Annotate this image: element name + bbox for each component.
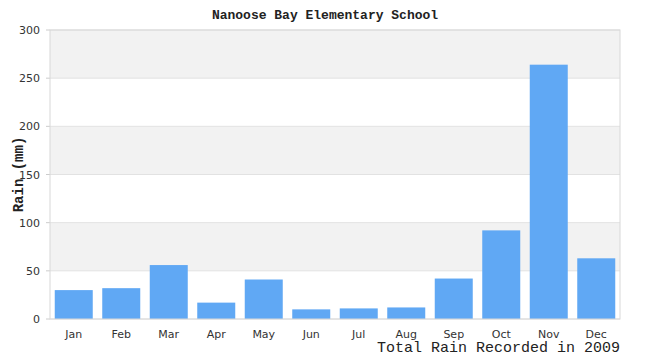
y-tick-label: 0 bbox=[33, 313, 40, 326]
x-tick-label: Jan bbox=[64, 328, 82, 341]
y-tick bbox=[46, 78, 50, 79]
y-tick bbox=[46, 319, 50, 320]
y-tick-label: 250 bbox=[19, 72, 40, 85]
x-tick-label: Mar bbox=[158, 328, 179, 341]
y-tick bbox=[46, 126, 50, 127]
y-tick bbox=[46, 270, 50, 271]
y-tick-label: 50 bbox=[26, 265, 40, 278]
y-axis-label: Rain (mm) bbox=[11, 137, 27, 213]
bar bbox=[340, 308, 378, 319]
bar bbox=[150, 265, 188, 319]
y-tick-label: 300 bbox=[19, 24, 40, 37]
bar bbox=[387, 307, 425, 319]
bar bbox=[530, 65, 568, 319]
bar bbox=[292, 309, 330, 319]
plot-frame bbox=[50, 30, 620, 319]
chart: 050100150200250300JanFebMarAprMayJunJulA… bbox=[0, 0, 650, 360]
x-tick-label: Jul bbox=[351, 328, 365, 341]
y-tick-label: 100 bbox=[19, 217, 40, 230]
bar bbox=[482, 230, 520, 319]
plot-background bbox=[50, 30, 620, 319]
bar bbox=[577, 258, 615, 319]
bar bbox=[435, 279, 473, 319]
x-tick-label: May bbox=[252, 328, 275, 341]
x-tick-label: Jun bbox=[302, 328, 320, 341]
x-tick-label: Apr bbox=[207, 328, 227, 341]
y-tick-label: 200 bbox=[19, 120, 40, 133]
y-tick bbox=[46, 222, 50, 223]
x-axis-label: Total Rain Recorded in 2009 bbox=[377, 340, 620, 357]
bars bbox=[55, 65, 616, 319]
bar bbox=[55, 290, 93, 319]
x-tick-label: Feb bbox=[112, 328, 131, 341]
bar bbox=[197, 303, 235, 319]
y-tick bbox=[46, 174, 50, 175]
bar bbox=[102, 288, 140, 319]
title: Nanoose Bay Elementary School bbox=[212, 8, 438, 23]
bar bbox=[245, 280, 283, 319]
y-tick bbox=[46, 30, 50, 31]
